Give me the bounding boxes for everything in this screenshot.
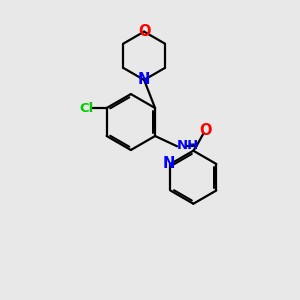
Text: N: N (163, 157, 175, 172)
Text: O: O (138, 24, 150, 39)
Text: Cl: Cl (79, 101, 93, 115)
Text: NH: NH (177, 139, 200, 152)
Text: N: N (138, 72, 150, 87)
Text: O: O (199, 123, 211, 138)
